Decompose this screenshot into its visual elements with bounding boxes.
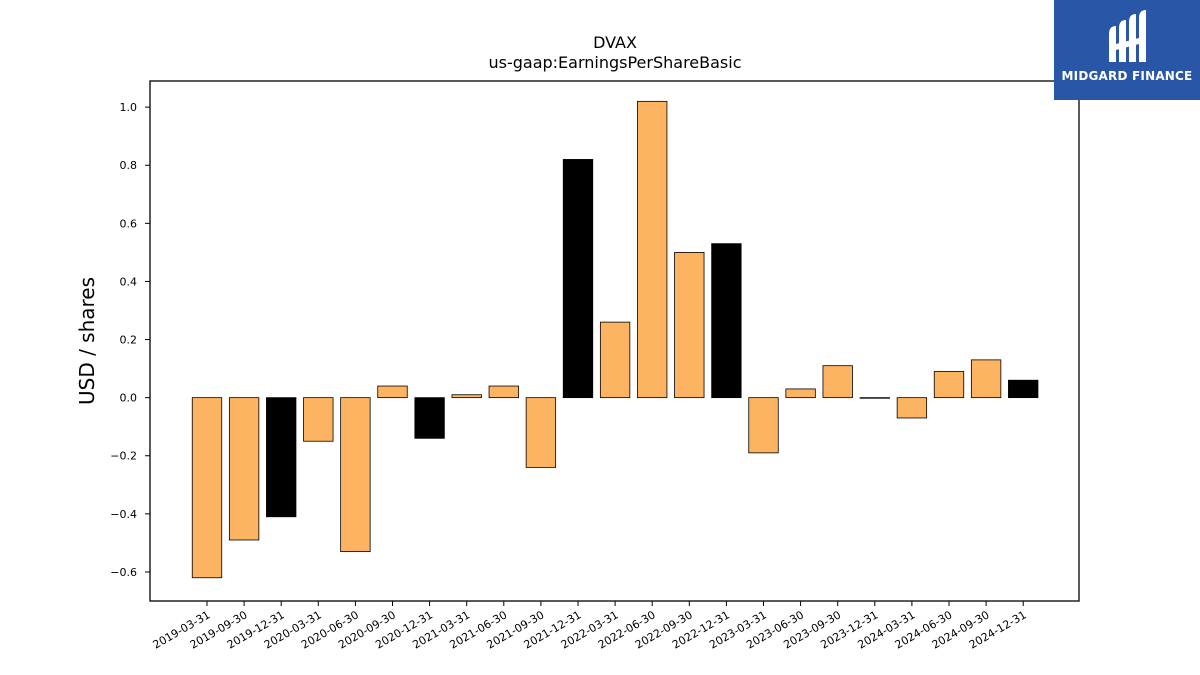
- bar-2022-09-30: [674, 251, 705, 399]
- y-tick-label: −0.4: [110, 508, 137, 521]
- bar-2020-06-30: [340, 397, 371, 553]
- bar-2021-06-30: [488, 385, 519, 399]
- y-ticks-group: −0.6 −0.4 −0.2 0.0 0.2 0.4 0.6 0.8 1.0: [110, 101, 150, 579]
- logo-text: MIDGARD FINANCE: [1061, 69, 1193, 83]
- y-tick-label: 1.0: [120, 101, 138, 114]
- bars-group: [191, 100, 1039, 579]
- y-axis-label: USD / shares: [75, 277, 99, 405]
- bar-2020-12-31: [414, 397, 445, 439]
- y-tick-label: 0.0: [120, 392, 138, 405]
- bar-2024-12-31: [1008, 379, 1039, 399]
- bar-2022-03-31: [599, 321, 631, 399]
- bar-2022-06-30: [637, 100, 668, 399]
- bar-2023-09-30: [822, 365, 853, 399]
- chart-subtitle: us-gaap:EarningsPerShareBasic: [488, 53, 741, 72]
- chart-title: DVAX: [593, 33, 637, 52]
- bar-2023-03-31: [748, 397, 779, 454]
- y-tick-label: 0.8: [120, 159, 138, 172]
- bar-2023-06-30: [785, 388, 816, 399]
- bar-2024-09-30: [970, 359, 1002, 399]
- bar-2022-12-31: [711, 243, 742, 399]
- bar-2021-12-31: [562, 159, 594, 399]
- bar-2021-09-30: [525, 397, 557, 468]
- bar-2024-03-31: [896, 397, 928, 419]
- bar-2019-03-31: [191, 397, 223, 579]
- bar-2019-09-30: [228, 397, 260, 541]
- midgard-finance-logo-icon: [1109, 10, 1146, 62]
- bar-2023-12-31: [859, 397, 890, 399]
- plot-frame: [149, 80, 1080, 602]
- y-tick-label: −0.6: [110, 566, 137, 579]
- bar-2020-03-31: [303, 397, 334, 442]
- x-ticks-group: 2019-03-312019-09-302019-12-312020-03-31…: [151, 601, 1029, 652]
- y-tick-label: 0.2: [120, 334, 138, 347]
- bar-2019-12-31: [266, 397, 297, 518]
- bar-2024-06-30: [933, 371, 965, 399]
- y-tick-label: 0.4: [120, 275, 138, 288]
- midgard-finance-logo: MIDGARD FINANCE: [1054, 0, 1200, 100]
- bar-2021-03-31: [451, 394, 482, 399]
- y-tick-label: −0.2: [110, 450, 137, 463]
- bar-2020-09-30: [377, 385, 408, 399]
- y-tick-label: 0.6: [120, 217, 138, 230]
